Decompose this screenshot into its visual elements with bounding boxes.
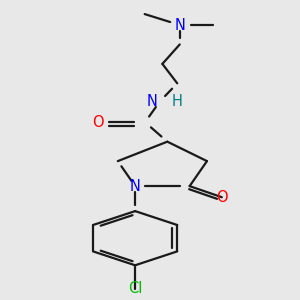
Text: N: N <box>174 17 185 32</box>
Text: H: H <box>172 94 183 109</box>
Text: N: N <box>130 178 141 194</box>
Text: O: O <box>92 115 104 130</box>
Text: Cl: Cl <box>128 281 142 296</box>
Text: N: N <box>147 94 158 109</box>
Text: O: O <box>216 190 228 205</box>
